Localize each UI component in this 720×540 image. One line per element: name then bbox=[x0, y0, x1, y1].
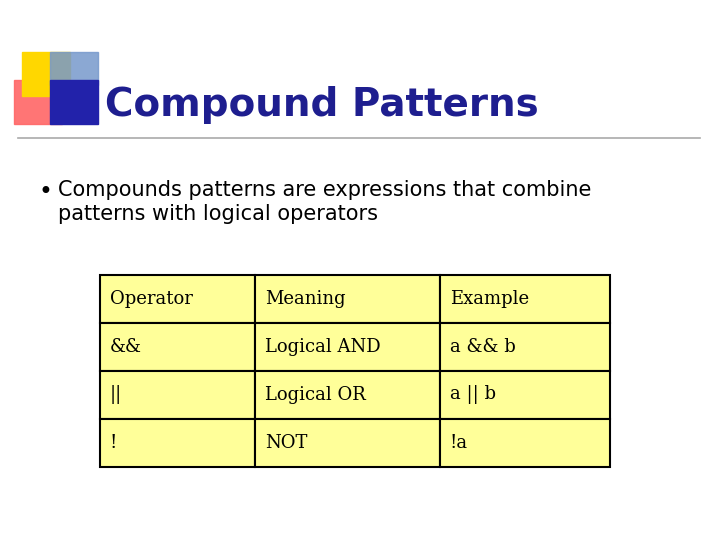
Bar bbox=[100, 275, 255, 323]
Text: !a: !a bbox=[450, 434, 468, 452]
Text: Logical OR: Logical OR bbox=[265, 386, 366, 404]
Text: &&: && bbox=[110, 338, 142, 356]
Text: a && b: a && b bbox=[450, 338, 516, 356]
Text: Compounds patterns are expressions that combine: Compounds patterns are expressions that … bbox=[58, 180, 591, 200]
Text: patterns with logical operators: patterns with logical operators bbox=[58, 204, 378, 224]
Bar bbox=[440, 323, 610, 371]
Bar bbox=[22, 52, 70, 96]
Text: !: ! bbox=[110, 434, 117, 452]
Bar bbox=[50, 80, 98, 124]
Text: Example: Example bbox=[450, 290, 529, 308]
Text: Compound Patterns: Compound Patterns bbox=[105, 86, 539, 124]
Text: NOT: NOT bbox=[265, 434, 307, 452]
Bar bbox=[255, 419, 440, 467]
Bar bbox=[440, 371, 610, 419]
Text: •: • bbox=[38, 180, 52, 204]
Bar bbox=[440, 419, 610, 467]
Bar bbox=[50, 52, 98, 85]
Bar bbox=[100, 323, 255, 371]
Bar bbox=[14, 80, 62, 124]
Bar bbox=[255, 371, 440, 419]
Bar bbox=[255, 275, 440, 323]
Text: Logical AND: Logical AND bbox=[265, 338, 381, 356]
Text: a || b: a || b bbox=[450, 386, 496, 404]
Bar bbox=[255, 323, 440, 371]
Bar bbox=[100, 371, 255, 419]
Bar bbox=[100, 419, 255, 467]
Bar bbox=[440, 275, 610, 323]
Text: Operator: Operator bbox=[110, 290, 193, 308]
Text: Meaning: Meaning bbox=[265, 290, 346, 308]
Text: ||: || bbox=[110, 386, 122, 404]
